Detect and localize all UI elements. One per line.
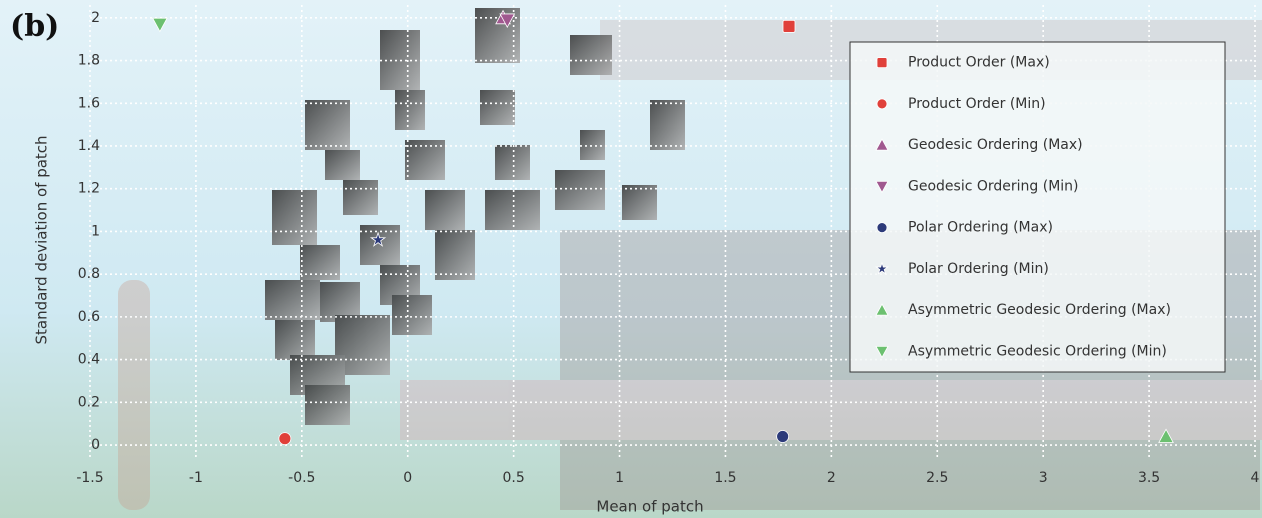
y-tick-label: 1 xyxy=(91,223,100,239)
x-tick-label: 3 xyxy=(1039,470,1048,486)
x-tick-label: -1 xyxy=(189,470,203,486)
legend-label: Geodesic Ordering (Min) xyxy=(908,178,1079,194)
x-tick-label: 0 xyxy=(403,470,412,486)
x-tick-label: 2.5 xyxy=(926,470,948,486)
x-tick-label: 2 xyxy=(827,470,836,486)
x-tick-label: 1 xyxy=(615,470,624,486)
x-tick-label: 1.5 xyxy=(714,470,736,486)
page: {"chart_data": {"type": "scatter", "titl… xyxy=(0,0,1262,518)
x-axis-label: Mean of patch xyxy=(596,498,703,516)
y-tick-label: 0.4 xyxy=(78,352,100,368)
legend-label: Asymmetric Geodesic Ordering (Min) xyxy=(908,343,1167,359)
y-tick-label: 0.2 xyxy=(78,394,100,410)
y-tick-label: 1.6 xyxy=(78,95,100,111)
legend-marker xyxy=(877,58,887,68)
chart-title: (b) xyxy=(10,9,59,44)
legend-label: Product Order (Max) xyxy=(908,55,1050,71)
y-tick-label: 1.4 xyxy=(78,138,100,154)
y-axis-label: Standard deviation of patch xyxy=(33,135,51,344)
point xyxy=(279,433,291,445)
y-tick-label: 2 xyxy=(91,10,100,26)
y-tick-label: 1.8 xyxy=(78,53,100,69)
y-tick-label: 0.6 xyxy=(78,309,100,325)
legend-label: Polar Ordering (Max) xyxy=(908,220,1053,236)
legend-label: Geodesic Ordering (Max) xyxy=(908,137,1083,153)
y-tick-label: 1.2 xyxy=(78,181,100,197)
legend-box xyxy=(850,42,1225,372)
legend-marker xyxy=(877,223,887,233)
legend-label: Polar Ordering (Min) xyxy=(908,261,1049,277)
point xyxy=(783,20,795,32)
chart: (b) Mean of patch Standard deviation of … xyxy=(0,0,1262,518)
legend-marker xyxy=(877,99,887,109)
legend-label: Asymmetric Geodesic Ordering (Max) xyxy=(908,302,1171,318)
x-tick-label: 4 xyxy=(1251,470,1260,486)
x-tick-label: 3.5 xyxy=(1138,470,1160,486)
point xyxy=(777,431,789,443)
x-tick-label: 0.5 xyxy=(503,470,525,486)
x-tick-label: -1.5 xyxy=(76,470,103,486)
y-tick-label: 0.8 xyxy=(78,266,100,282)
legend-label: Product Order (Min) xyxy=(908,96,1046,112)
y-tick-label: 0 xyxy=(91,437,100,453)
x-tick-label: -0.5 xyxy=(288,470,315,486)
